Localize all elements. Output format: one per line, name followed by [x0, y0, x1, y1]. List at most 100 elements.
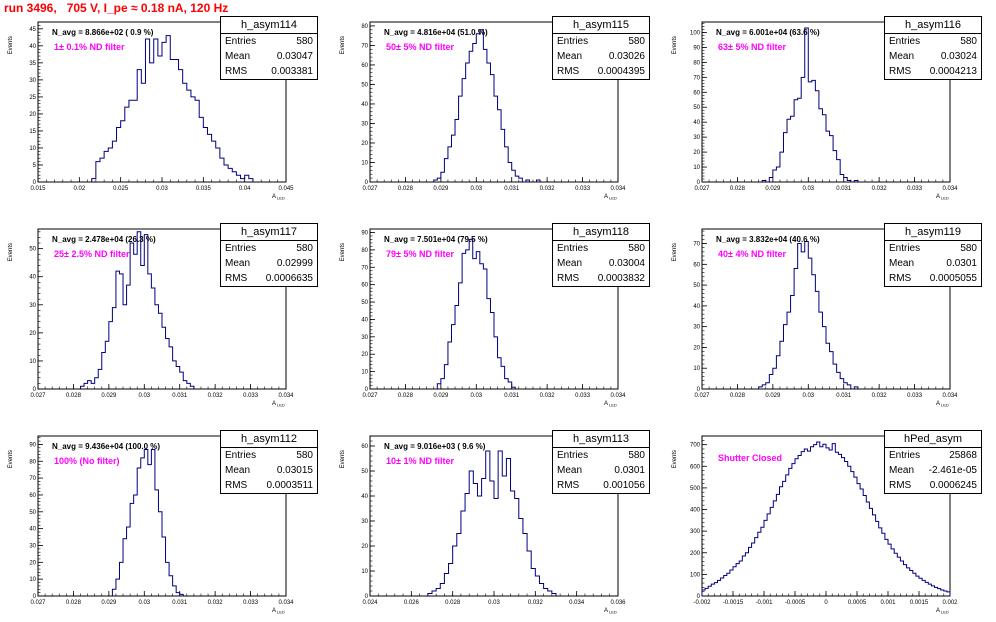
filter-label: 63± 5% ND filter [718, 42, 786, 52]
histogram-bin [512, 170, 516, 182]
y-tick-label: 50 [693, 105, 700, 111]
stats-entries-value: 580 [960, 243, 977, 254]
histogram-bin [437, 178, 441, 182]
histogram-bin [783, 481, 786, 596]
filter-label: 10± 1% ND filter [386, 456, 454, 466]
y-tick-label: 0 [33, 594, 37, 600]
stats-mean-value: 0.03026 [608, 51, 645, 62]
stats-row-entries: Entries 580 [553, 448, 649, 463]
histogram-bin [428, 594, 432, 597]
histogram-bin [762, 385, 766, 389]
histogram-bin [166, 338, 170, 389]
stats-mean-key: Mean [557, 51, 583, 62]
stats-box: hPed_asym Entries 25868 Mean -2.461e-05 RMS 0.… [884, 430, 982, 494]
x-tick-label: 0.025 [113, 186, 129, 192]
histogram-bin [860, 489, 863, 596]
stats-entries-value: 580 [296, 36, 313, 47]
histogram-bin [916, 576, 919, 596]
histogram-bin [444, 365, 448, 389]
y-tick-label: 400 [690, 508, 701, 514]
histogram-bin [770, 507, 773, 596]
histogram-bin [863, 495, 866, 596]
stats-mean-key: Mean [557, 465, 583, 476]
histogram-bin [232, 172, 236, 182]
histogram-bin [476, 34, 480, 182]
histogram-panel-h_asym116: 0.027 0.028 0.029 0.03 0.031 0.032 0.033 0.034 0… [664, 0, 996, 204]
y-tick-label: 5 [33, 163, 37, 169]
histogram-bin [847, 181, 851, 182]
histogram-bin [882, 533, 885, 596]
stats-row-rms: RMS 0.0006245 [885, 478, 981, 493]
n-avg-label: N_avg = 8.866e+02 ( 0.9 %) [52, 28, 154, 37]
x-tick-label: 0.027 [362, 393, 378, 399]
histogram-bin [854, 387, 858, 389]
histogram-bin [116, 579, 120, 596]
y-tick-label: 30 [361, 519, 368, 525]
histogram-bin [505, 379, 509, 389]
stats-row-mean: Mean 0.03015 [221, 463, 317, 478]
histogram-bin [174, 59, 178, 182]
x-tick-label: 0.03 [488, 600, 500, 606]
histogram-bin [798, 455, 801, 596]
n-avg-label: N_avg = 9.016e+03 ( 9.6 %) [384, 442, 486, 451]
y-tick-label: 0 [33, 387, 37, 393]
histogram-bin [791, 295, 795, 389]
histogram-bin [216, 148, 220, 182]
histogram-bin [487, 63, 491, 182]
histogram-bin [537, 180, 541, 182]
y-tick-label: 0 [365, 594, 369, 600]
histogram-panel-h_asym118: 0.027 0.028 0.029 0.03 0.031 0.032 0.033 0.034 0… [332, 207, 664, 411]
y-tick-label: 10 [693, 366, 700, 372]
histogram-svg: 0.027 0.028 0.029 0.03 0.031 0.032 0.033 0.034 0… [8, 435, 294, 615]
histogram-bin [798, 244, 802, 389]
x-tick-label: 0.0005 [848, 600, 867, 606]
x-tick-label: 0.034 [610, 393, 626, 399]
histogram-bin [176, 367, 180, 389]
histogram-bin [487, 299, 491, 389]
histogram-bin [773, 501, 776, 596]
histogram-bin [451, 135, 455, 182]
y-tick-label: 80 [693, 60, 700, 66]
histogram-bin [125, 107, 129, 182]
x-tick-label: 0.031 [172, 600, 188, 606]
histogram-line-h_asym117 [80, 231, 195, 389]
x-tick-label: 0 [824, 600, 828, 606]
histogram-bin [817, 442, 820, 596]
histogram-bin [773, 368, 777, 389]
histogram-bin [141, 458, 145, 596]
histogram-bin [455, 120, 459, 182]
y-tick-label: 40 [361, 317, 368, 323]
stats-mean-value: 0.03024 [940, 51, 977, 62]
y-tick-label: 30 [693, 325, 700, 331]
stats-box: h_asym112 Entries 580 Mean 0.03015 RMS 0.00035… [220, 430, 318, 494]
x-tick-label: 0.028 [398, 393, 414, 399]
histogram-bin [820, 447, 823, 596]
histogram-bin [845, 462, 848, 596]
y-tick-label: 10 [29, 359, 36, 365]
histogram-bin [148, 465, 152, 596]
histogram-bin [169, 347, 173, 389]
histogram-bin [441, 379, 445, 389]
y-tick-label: 60 [361, 63, 368, 69]
histogram-bin [767, 514, 770, 596]
plot-frame [369, 21, 619, 183]
histogram-bin [455, 306, 459, 389]
histogram-bin [469, 239, 473, 389]
histogram-bin [876, 521, 879, 596]
stats-rms-value: 0.003381 [271, 66, 313, 77]
x-tick-label: 0.031 [504, 186, 520, 192]
stats-entries-key: Entries [557, 36, 589, 47]
histogram-bin [805, 241, 809, 389]
page-title: run 3496, 705 V, I_pe ≈ 0.18 nA, 120 Hz [4, 1, 229, 15]
plot-frame [37, 435, 287, 597]
histogram-bin [117, 128, 121, 182]
x-tick-label: 0.031 [504, 393, 520, 399]
histogram-bin [151, 288, 155, 389]
histogram-svg: 0.027 0.028 0.029 0.03 0.031 0.032 0.033 0.034 0… [340, 228, 626, 408]
histogram-bin [123, 305, 127, 389]
x-tick-label: 0.033 [907, 393, 923, 399]
stats-row-rms: RMS 0.0005055 [885, 271, 981, 286]
histogram-bin [832, 444, 835, 596]
stats-mean-key: Mean [225, 465, 251, 476]
x-tick-label: 0.032 [540, 186, 556, 192]
